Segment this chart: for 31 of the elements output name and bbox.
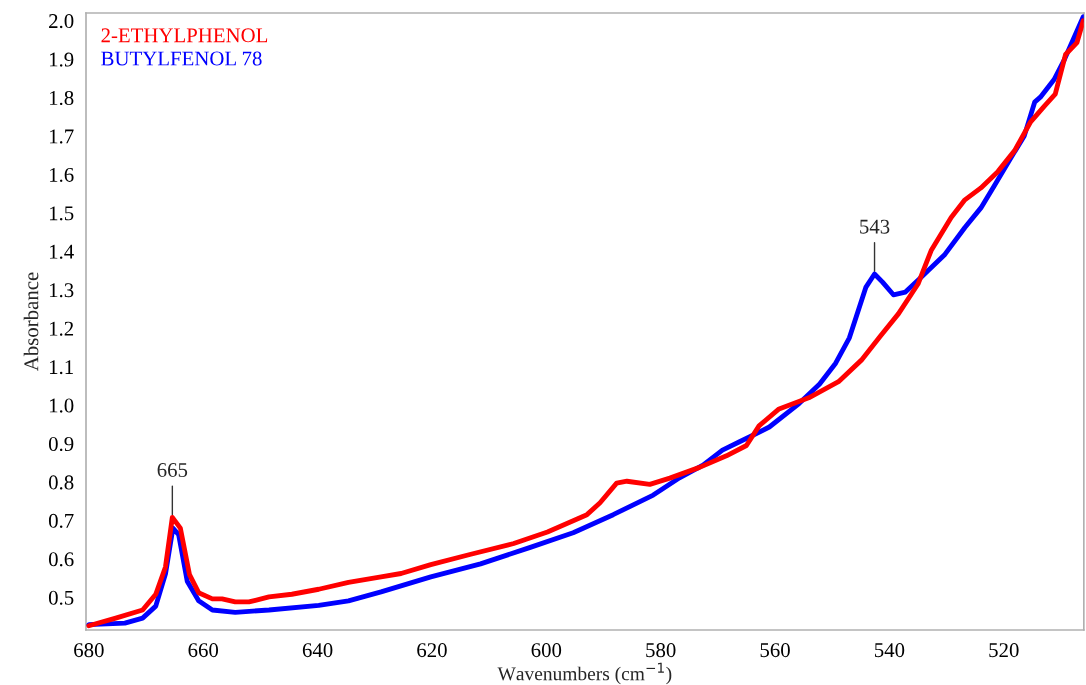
y-tick-label: 0.5 — [48, 590, 74, 605]
x-tick-label: 620 — [417, 643, 447, 658]
y-tick-label: 0.9 — [48, 436, 74, 452]
x-tick-label: 600 — [531, 643, 562, 658]
x-tick-label: 520 — [989, 643, 1019, 658]
y-tick-label: 0.8 — [48, 475, 74, 490]
annotation: 665 — [157, 463, 188, 478]
y-tick-label: 0.6 — [48, 552, 74, 567]
y-tick-label: 1.1 — [49, 360, 73, 375]
x-tick-label: 560 — [760, 643, 790, 658]
y-tick-label: 1.9 — [49, 52, 74, 67]
x-tick-label: 660 — [188, 643, 219, 658]
x-tick-label: 580 — [646, 643, 676, 658]
text: BUTYLFENOL 78 — [101, 51, 262, 66]
y-tick-label: 1.2 — [49, 321, 74, 336]
y-tick-label: 1.0 — [49, 398, 74, 413]
y-tick-label: 2.0 — [49, 14, 74, 29]
y-tick-label: 1.8 — [49, 90, 74, 106]
x-tick-label: 640 — [302, 643, 333, 658]
annotation: 543 — [860, 219, 890, 234]
y-tick-label: 0.7 — [48, 513, 74, 528]
y-tick-label: 1.3 — [49, 283, 74, 298]
x-tick-label: 680 — [74, 643, 104, 658]
y-tick-label: 1.5 — [49, 206, 74, 221]
y-tick-label: 1.6 — [49, 167, 74, 182]
y-tick-label: 1.4 — [49, 244, 74, 259]
y-tick-label: 1.7 — [49, 129, 74, 144]
x-tick-label: 540 — [874, 643, 905, 658]
x-axis-title: Wavenumbers (cm$^{−1}$) — [497, 662, 672, 685]
text: 2-ETHYLPHENOL — [101, 28, 268, 43]
y-axis-title: Absorbance — [23, 272, 39, 372]
